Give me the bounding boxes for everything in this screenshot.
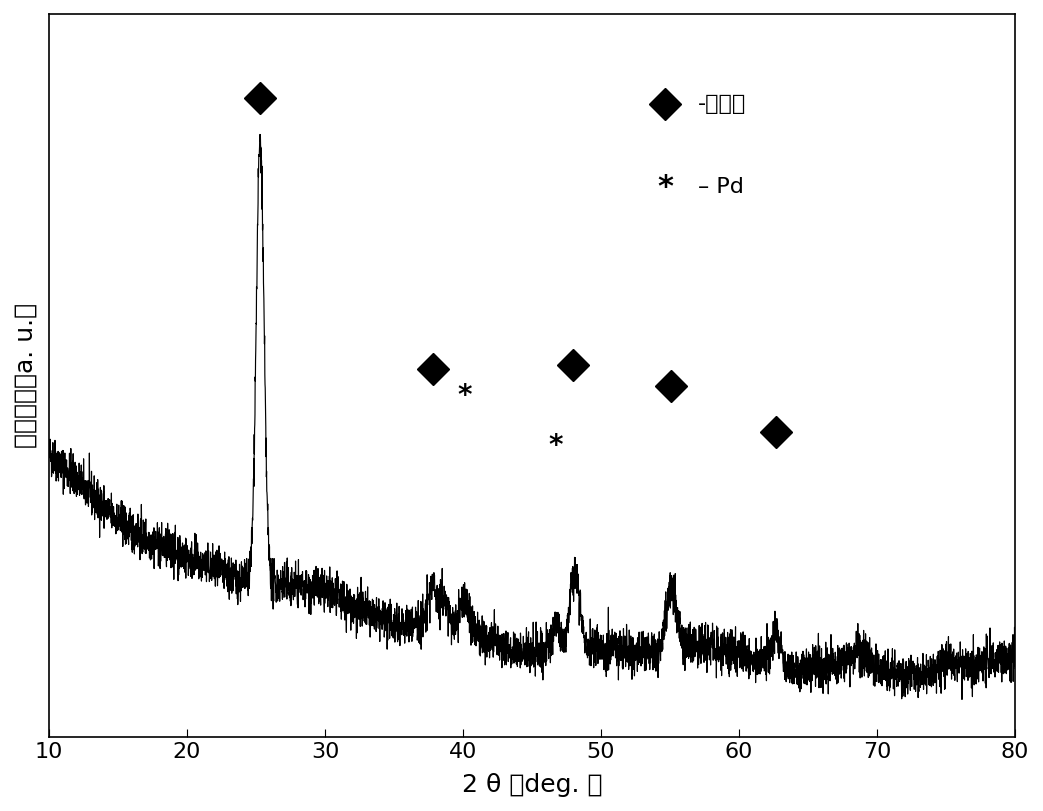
- Text: *: *: [457, 382, 471, 410]
- Text: *: *: [549, 431, 562, 460]
- Text: *: *: [657, 173, 674, 202]
- Y-axis label: 衍射强度（a. u.）: 衍射强度（a. u.）: [14, 303, 38, 448]
- Text: -锐钓矿: -锐钓矿: [698, 94, 747, 114]
- Text: – Pd: – Pd: [698, 178, 744, 197]
- X-axis label: 2 θ （deg. ）: 2 θ （deg. ）: [462, 773, 602, 797]
